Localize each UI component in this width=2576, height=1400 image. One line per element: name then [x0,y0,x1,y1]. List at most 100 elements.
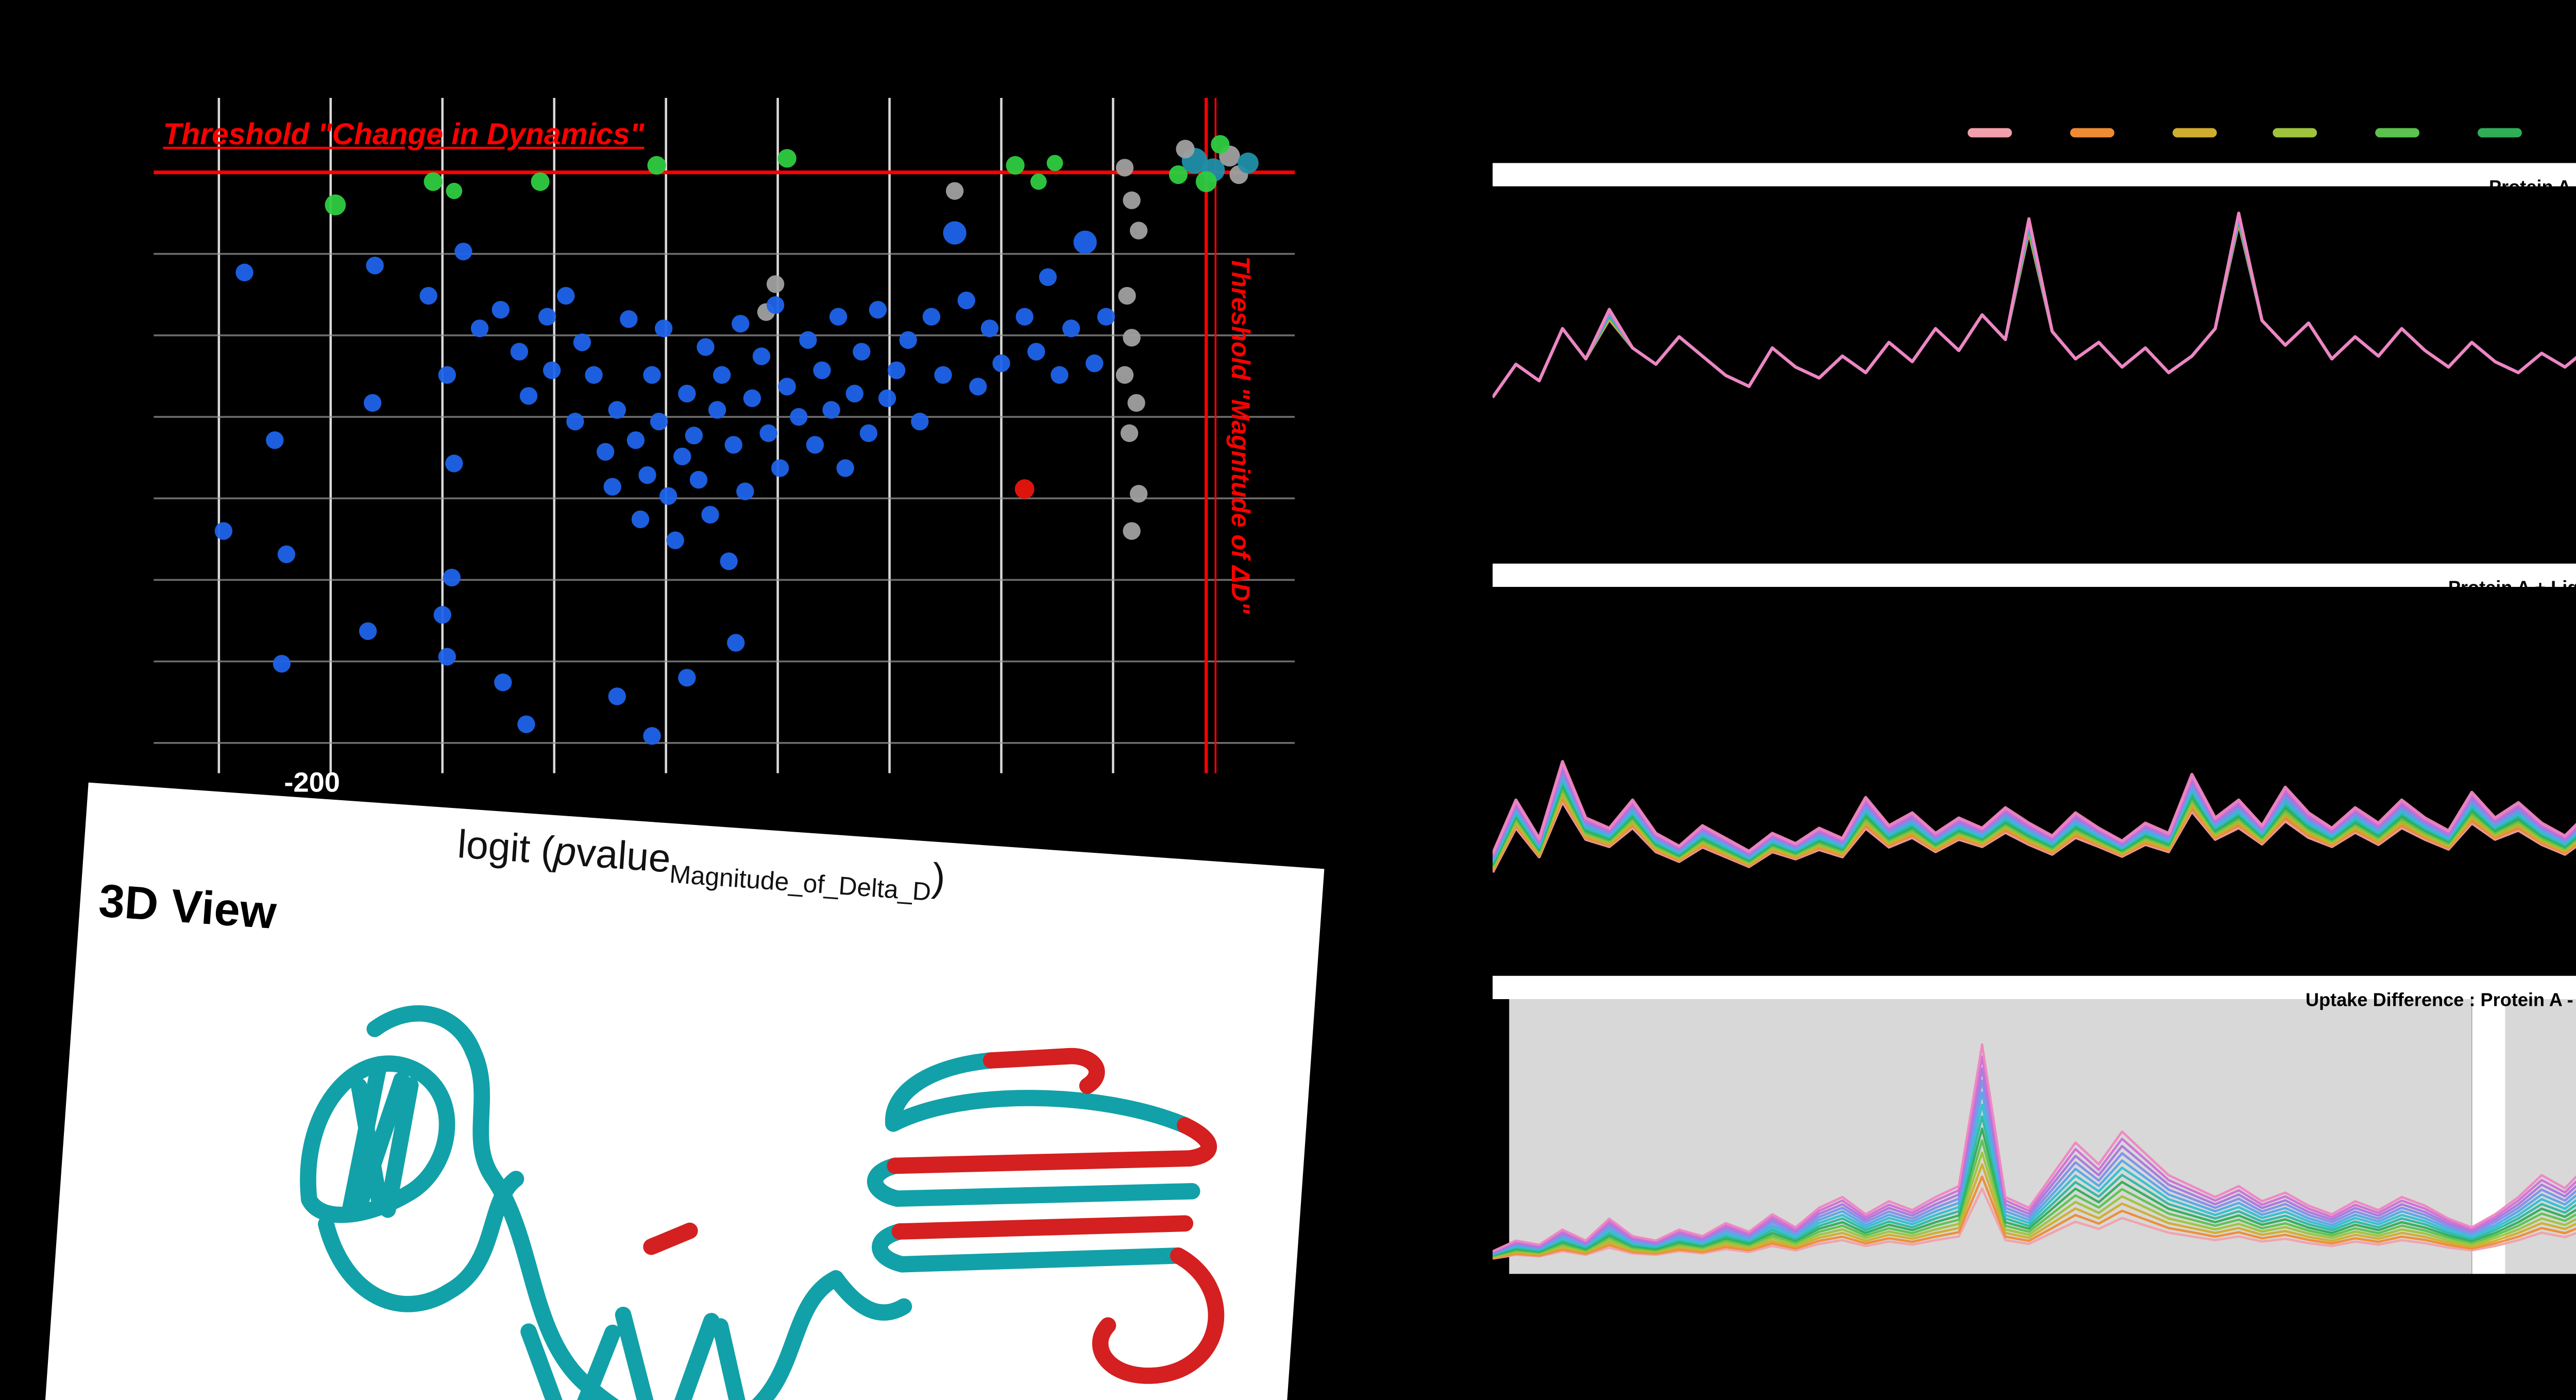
uptake-chart-protein-a-svg[interactable] [1493,186,2576,559]
scatter-point[interactable] [1030,173,1047,190]
scatter-point[interactable] [1015,308,1033,326]
scatter-point[interactable] [266,431,284,449]
scatter-point[interactable] [713,366,731,384]
scatter-point[interactable] [678,669,696,687]
scatter-point[interactable] [510,343,529,361]
scatter-point[interactable] [766,275,785,293]
volcano-svg[interactable] [154,97,1295,773]
scatter-point[interactable] [1062,319,1080,338]
scatter-point[interactable] [519,387,538,405]
scatter-point[interactable] [1115,366,1134,384]
scatter-point[interactable] [697,338,715,356]
scatter-point[interactable] [235,263,253,281]
scatter-point[interactable] [1014,479,1035,499]
scatter-point[interactable] [969,378,987,396]
series-line[interactable] [1493,1127,2576,1257]
scatter-point[interactable] [1097,308,1115,326]
scatter-point[interactable] [845,384,863,403]
scatter-point[interactable] [557,286,575,305]
scatter-point[interactable] [766,296,785,314]
scatter-point[interactable] [673,447,691,466]
scatter-point[interactable] [596,443,615,461]
scatter-point[interactable] [654,319,673,338]
scatter-point[interactable] [743,389,761,408]
scatter-point[interactable] [980,319,999,338]
scatter-point[interactable] [799,331,817,349]
scatter-point[interactable] [752,347,771,365]
scatter-point[interactable] [678,384,696,403]
legend-swatch[interactable] [2070,128,2114,138]
scatter-point[interactable] [443,568,461,587]
scatter-point[interactable] [685,427,703,445]
scatter-point[interactable] [492,300,510,319]
scatter-point[interactable] [1050,366,1069,384]
scatter-point[interactable] [438,648,456,666]
scatter-point[interactable] [647,156,666,175]
scatter-point[interactable] [359,622,377,640]
scatter-point[interactable] [736,482,754,500]
scatter-point[interactable] [419,286,437,305]
series-line[interactable] [1493,1187,2576,1260]
scatter-point[interactable] [366,257,384,275]
scatter-point[interactable] [1027,343,1045,361]
scatter-point[interactable] [727,634,745,652]
scatter-point[interactable] [836,459,854,477]
scatter-point[interactable] [573,333,591,351]
scatter-point[interactable] [689,470,708,489]
scatter-point[interactable] [1039,268,1057,286]
legend-swatch[interactable] [2376,128,2420,138]
scatter-point[interactable] [943,221,967,245]
scatter-point[interactable] [1123,329,1141,347]
scatter-point[interactable] [626,431,645,449]
scatter-point[interactable] [822,401,840,419]
series-line[interactable] [1493,715,2576,863]
scatter-point[interactable] [720,552,738,570]
scatter-point[interactable] [1123,522,1141,540]
scatter-point[interactable] [433,606,451,624]
scatter-point[interactable] [708,401,726,419]
series-line[interactable] [1493,1163,2576,1259]
scatter-point[interactable] [859,424,878,442]
series-line[interactable] [1493,1067,2576,1254]
scatter-point[interactable] [1120,424,1139,442]
series-line[interactable] [1493,211,2576,398]
scatter-point[interactable] [538,308,556,326]
scatter-point[interactable] [277,545,296,563]
scatter-point[interactable] [638,466,656,484]
scatter-point[interactable] [1130,222,1148,240]
legend-swatch[interactable] [1968,128,2012,138]
series-line[interactable] [1493,1079,2576,1255]
scatter-point[interactable] [603,478,621,496]
scatter-point[interactable] [517,715,535,733]
scatter-point[interactable] [1127,394,1145,412]
scatter-point[interactable] [899,331,917,349]
series-line[interactable] [1493,1139,2576,1258]
scatter-point[interactable] [813,361,831,379]
scatter-point[interactable] [1176,140,1195,159]
scatter-point[interactable] [759,424,777,442]
series-line[interactable] [1493,1175,2576,1259]
scatter-point[interactable] [666,531,684,549]
legend-swatch[interactable] [2478,128,2522,138]
scatter-point[interactable] [1118,286,1136,305]
scatter-point[interactable] [423,172,443,191]
scatter-point[interactable] [445,454,463,473]
scatter-point[interactable] [438,366,456,384]
scatter-point[interactable] [273,654,291,673]
scatter-point[interactable] [853,343,871,361]
scatter-point[interactable] [494,673,512,691]
scatter-point[interactable] [566,412,584,431]
scatter-point[interactable] [325,194,346,216]
scatter-point[interactable] [531,172,550,191]
series-line[interactable] [1493,693,2576,855]
series-line[interactable] [1493,1091,2576,1255]
scatter-point[interactable] [869,300,887,319]
uptake-chart-protein-a-ligand-svg[interactable] [1493,586,2576,965]
series-line[interactable] [1493,706,2576,859]
scatter-point[interactable] [1073,230,1097,254]
scatter-point[interactable] [829,308,848,326]
scatter-point[interactable] [1238,153,1259,174]
scatter-point[interactable] [650,412,668,431]
scatter-point[interactable] [1123,191,1141,209]
series-line[interactable] [1493,743,2576,872]
